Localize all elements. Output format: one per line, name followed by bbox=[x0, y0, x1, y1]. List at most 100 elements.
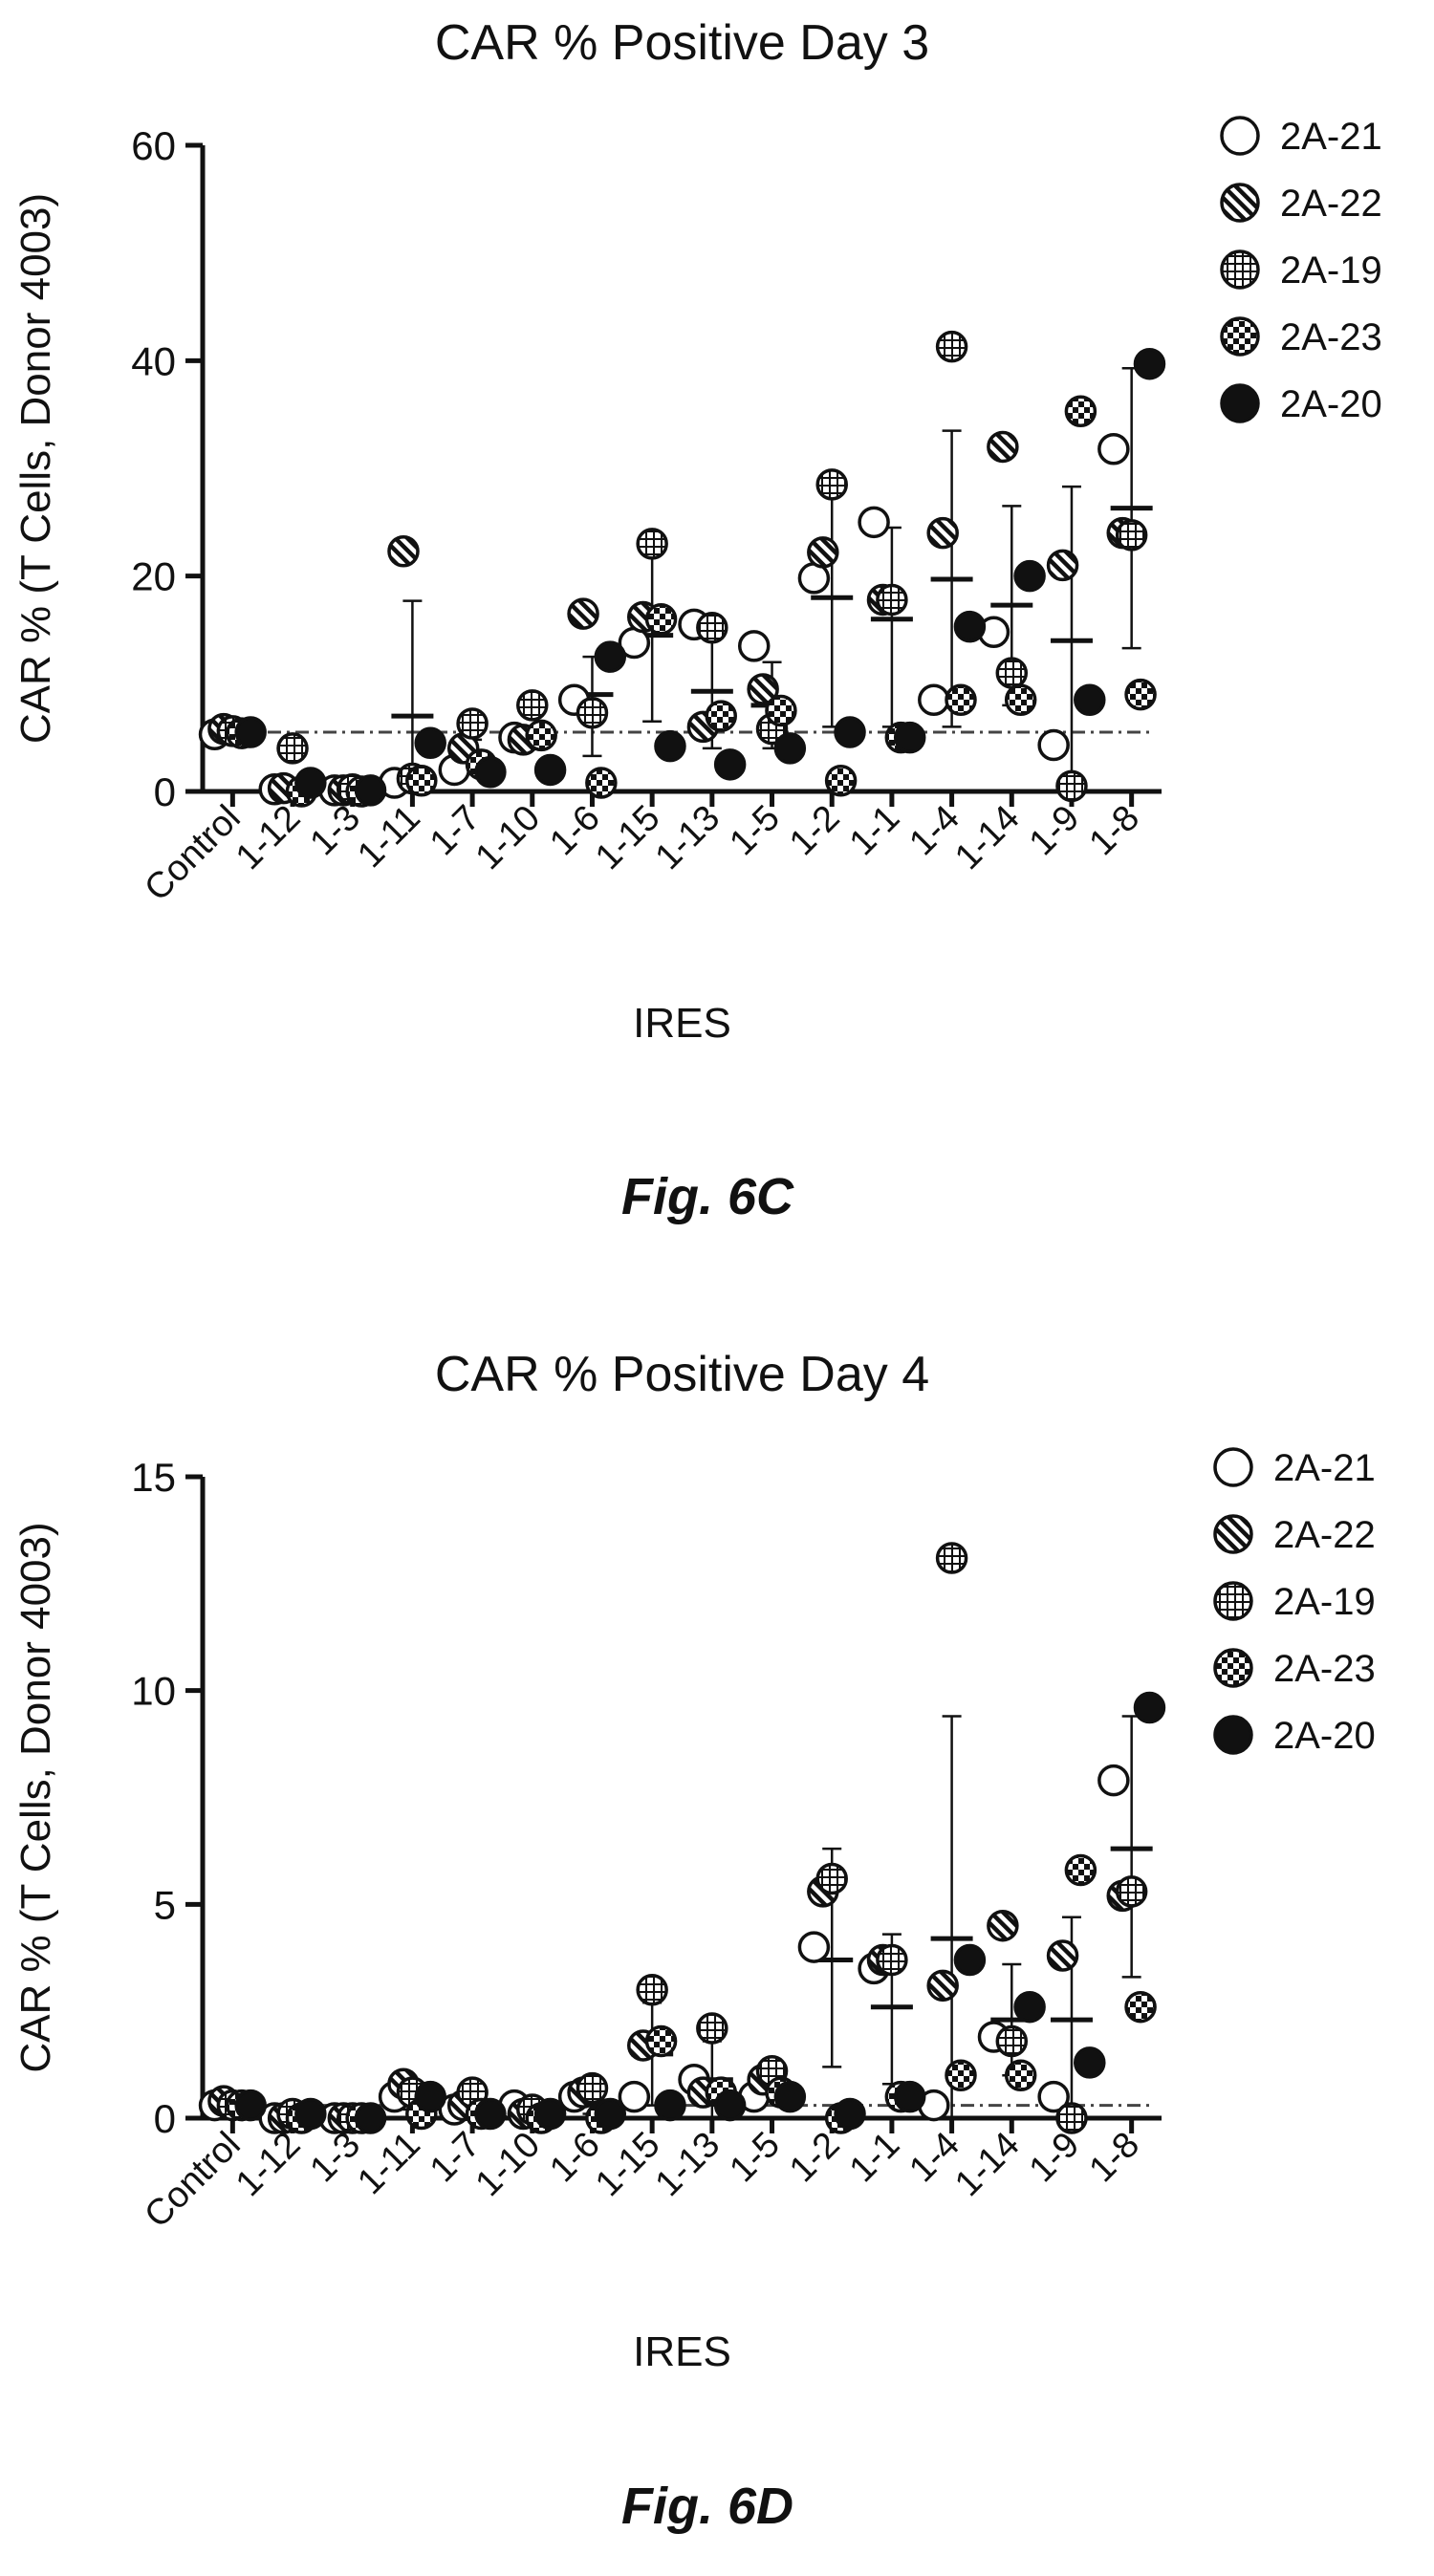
data-point bbox=[1064, 395, 1097, 428]
data-point bbox=[456, 707, 489, 740]
data-point bbox=[926, 1969, 959, 2002]
legend-label: 2A-21 bbox=[1273, 1447, 1376, 1489]
data-point bbox=[953, 1943, 987, 1977]
data-point bbox=[1074, 2046, 1106, 2079]
chart-title: CAR % Positive Day 4 bbox=[435, 1347, 929, 1402]
x-axis-label: IRES bbox=[633, 1000, 731, 1047]
data-point bbox=[585, 767, 618, 799]
data-point bbox=[815, 1862, 848, 1895]
data-point bbox=[1133, 1691, 1166, 1724]
data-point bbox=[834, 2097, 866, 2131]
x-tick-label: 1-14 bbox=[947, 798, 1027, 877]
data-point bbox=[644, 2024, 678, 2058]
data-point bbox=[533, 753, 567, 787]
x-tick-label: 1-5 bbox=[722, 2125, 788, 2191]
data-point bbox=[945, 683, 977, 716]
legend-marker bbox=[1213, 1514, 1253, 1554]
y-tick-label: 40 bbox=[131, 338, 176, 383]
legend-marker bbox=[1220, 183, 1260, 223]
data-point bbox=[1037, 2080, 1070, 2113]
legend-marker bbox=[1213, 1447, 1253, 1487]
data-point bbox=[234, 2089, 267, 2122]
data-point bbox=[893, 2080, 926, 2113]
data-point bbox=[1115, 1875, 1148, 1908]
data-point bbox=[737, 630, 771, 662]
data-point bbox=[1004, 2059, 1037, 2092]
data-point bbox=[935, 330, 968, 363]
data-point bbox=[594, 640, 627, 673]
figure-caption: Fig. 6C bbox=[621, 1168, 794, 1225]
legend-label: 2A-23 bbox=[1280, 316, 1382, 358]
data-point bbox=[834, 716, 866, 748]
data-point bbox=[1046, 1939, 1079, 1972]
x-tick-label: 1-10 bbox=[468, 2125, 548, 2204]
chart-day3: CAR % Positive Day 3 0 20 40 60 CAR % (T Cell… bbox=[12, 15, 1382, 1225]
data-point bbox=[474, 2097, 507, 2131]
data-point bbox=[713, 748, 747, 781]
y-tick-label: 0 bbox=[154, 2096, 176, 2141]
data-point bbox=[1074, 683, 1106, 716]
data-point bbox=[234, 716, 267, 748]
figure-caption: Fig. 6D bbox=[621, 2478, 793, 2535]
data-point bbox=[893, 721, 926, 754]
x-tick-label: 1-1 bbox=[842, 798, 908, 864]
legend-label: 2A-23 bbox=[1273, 1648, 1376, 1690]
data-point bbox=[354, 774, 387, 807]
data-point bbox=[294, 767, 327, 799]
x-tick-label: 1-13 bbox=[648, 798, 728, 877]
data-point bbox=[1013, 1990, 1046, 2024]
x-tick-label: 1-8 bbox=[1081, 798, 1147, 864]
legend-label: 2A-22 bbox=[1273, 1514, 1376, 1556]
data-point bbox=[995, 657, 1029, 689]
data-point bbox=[294, 2097, 327, 2131]
data-point bbox=[696, 611, 728, 644]
data-point bbox=[705, 700, 737, 732]
data-point bbox=[1124, 678, 1157, 711]
data-point bbox=[636, 1974, 668, 2006]
data-point bbox=[525, 719, 557, 752]
chart-title: CAR % Positive Day 3 bbox=[435, 15, 929, 71]
legend-marker bbox=[1220, 383, 1260, 423]
y-tick-label: 20 bbox=[131, 554, 176, 599]
data-point bbox=[594, 2097, 627, 2131]
data-point bbox=[987, 1909, 1019, 1942]
data-point bbox=[405, 764, 438, 797]
legend-label: 2A-20 bbox=[1273, 1715, 1376, 1757]
data-point bbox=[1097, 1764, 1130, 1797]
data-point bbox=[1013, 559, 1046, 593]
legend-marker bbox=[1220, 316, 1260, 357]
data-point bbox=[807, 536, 839, 569]
legend-label: 2A-19 bbox=[1273, 1581, 1376, 1623]
y-tick-label: 60 bbox=[131, 123, 176, 168]
legend-label: 2A-20 bbox=[1280, 383, 1382, 425]
y-axis-label: CAR % (T Cells, Donor 4003) bbox=[12, 193, 59, 744]
data-point bbox=[618, 2080, 651, 2113]
x-tick-label: 1-9 bbox=[1022, 2125, 1088, 2191]
data-point bbox=[576, 697, 609, 729]
data-point bbox=[1115, 519, 1148, 552]
x-tick-label: 1-8 bbox=[1081, 2125, 1147, 2191]
x-tick-label: 1-1 bbox=[842, 2125, 908, 2191]
data-point bbox=[747, 673, 779, 705]
x-tick-label: 1-12 bbox=[228, 798, 308, 877]
data-point bbox=[576, 2071, 609, 2105]
data-point bbox=[516, 689, 549, 722]
data-point bbox=[926, 516, 959, 550]
legend-label: 2A-21 bbox=[1280, 116, 1382, 158]
data-point bbox=[713, 2089, 747, 2122]
data-point bbox=[654, 2089, 686, 2122]
data-point bbox=[533, 2097, 567, 2131]
data-point bbox=[773, 732, 807, 765]
data-point bbox=[953, 610, 987, 643]
data-point bbox=[1133, 347, 1166, 380]
legend-marker bbox=[1213, 1648, 1253, 1688]
x-tick-label: 1-5 bbox=[722, 798, 788, 864]
data-point bbox=[387, 535, 420, 568]
data-point bbox=[773, 2080, 807, 2113]
data-point bbox=[1037, 728, 1070, 762]
data-point bbox=[414, 726, 446, 760]
data-point bbox=[987, 430, 1019, 464]
data-point bbox=[1097, 432, 1130, 465]
data-point bbox=[654, 729, 686, 763]
